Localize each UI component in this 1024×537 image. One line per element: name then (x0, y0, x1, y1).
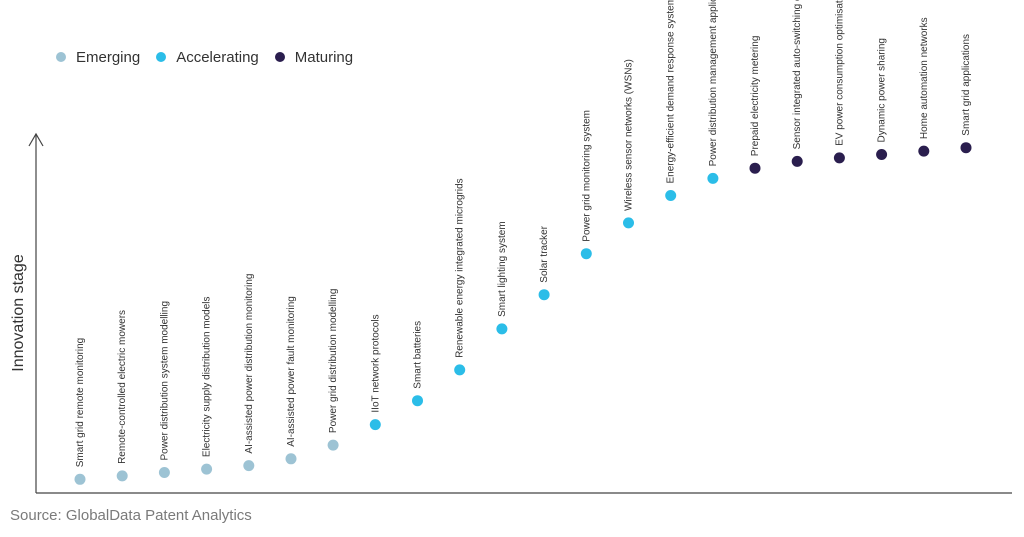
source-note: Source: GlobalData Patent Analytics (10, 507, 252, 524)
label-remote-controlled-electric-mowers: Remote-controlled electric mowers (117, 310, 128, 464)
point-energy-efficient-demand-response-systems (665, 190, 677, 201)
point-prepaid-electricity-metering (749, 162, 761, 174)
point-power-grid-monitoring-system (580, 248, 592, 260)
label-wireless-sensor-networks-wsns: Wireless sensor networks (WSNs) (624, 59, 635, 211)
legend: Emerging Accelerating Maturing (56, 47, 369, 67)
point-remote-controlled-electric-mowers (116, 470, 128, 482)
point-dynamic-power-sharing (876, 149, 888, 160)
point-smart-grid-remote-monitoring (74, 473, 86, 485)
point-power-distribution-system-modelling (158, 467, 170, 478)
legend-label-maturing: Maturing (294, 48, 354, 66)
label-renewable-energy-integrated-microgrids: Renewable energy integrated microgrids (455, 178, 466, 358)
label-dynamic-power-sharing: Dynamic power sharing (877, 38, 888, 143)
point-sensor-integrated-auto-switching-couplers (791, 155, 803, 167)
legend-item-accelerating: Accelerating (156, 49, 259, 66)
label-smart-grid-remote-monitoring: Smart grid remote monitoring (75, 338, 86, 468)
point-smart-grid-applications (960, 142, 972, 154)
legend-label-emerging: Emerging (76, 48, 141, 66)
legend-label-accelerating: Accelerating (176, 48, 259, 66)
point-iiot-network-protocols (369, 419, 381, 431)
legend-item-maturing: Maturing (274, 48, 354, 66)
label-electricity-supply-distribution-models: Electricity supply distribution models (202, 296, 213, 457)
label-solar-tracker: Solar tracker (539, 225, 550, 282)
label-power-distribution-system-modelling: Power distribution system modelling (159, 301, 170, 461)
label-ai-assisted-power-distribution-monitoring: AI-assisted power distribution monitorin… (244, 274, 255, 454)
point-wireless-sensor-networks-wsns (623, 217, 634, 229)
point-home-automation-networks (918, 145, 930, 157)
label-power-grid-monitoring-system: Power grid monitoring system (581, 110, 592, 242)
label-power-distribution-management-applications: Power distribution management applicatio… (708, 0, 719, 166)
point-ai-assisted-power-fault-monitoring (285, 453, 297, 465)
label-sensor-integrated-auto-switching-couplers: Sensor integrated auto-switching coupler… (792, 0, 803, 149)
point-power-grid-distribution-modelling (327, 439, 339, 451)
point-ai-assisted-power-distribution-monitoring (243, 460, 255, 472)
label-prepaid-electricity-metering: Prepaid electricity metering (750, 36, 761, 157)
point-smart-lighting-system (496, 323, 508, 335)
label-energy-efficient-demand-response-systems: Energy-efficient demand response systems (666, 0, 677, 184)
point-solar-tracker (538, 289, 550, 301)
label-power-grid-distribution-modelling: Power grid distribution modelling (328, 289, 339, 434)
label-ai-assisted-power-fault-monitoring: AI-assisted power fault monitoring (286, 296, 297, 447)
label-smart-batteries: Smart batteries (413, 321, 424, 389)
point-electricity-supply-distribution-models (201, 463, 213, 475)
point-ev-power-consumption-optimisation (833, 152, 845, 164)
legend-dot-maturing (274, 52, 285, 62)
legend-item-emerging: Emerging (56, 49, 140, 66)
y-axis-arrow (28, 132, 44, 147)
label-home-automation-networks: Home automation networks (919, 17, 930, 139)
point-power-distribution-management-applications (707, 172, 719, 184)
label-smart-lighting-system: Smart lighting system (497, 221, 508, 317)
legend-dot-emerging (56, 52, 66, 62)
y-axis-label: Innovation stage (10, 254, 27, 372)
axes (28, 132, 1012, 494)
point-smart-batteries (412, 395, 423, 407)
legend-dot-accelerating (156, 52, 167, 62)
label-iiot-network-protocols: IIoT network protocols (370, 314, 381, 412)
label-smart-grid-applications: Smart grid applications (961, 34, 972, 136)
point-renewable-energy-integrated-microgrids (454, 364, 466, 376)
chart-marks: Smart grid remote monitoring Remote-contr… (74, 0, 972, 485)
label-ev-power-consumption-optimisation: EV power consumption optimisation (834, 0, 845, 146)
